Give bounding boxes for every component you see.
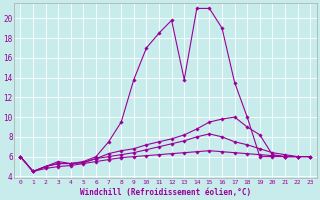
- X-axis label: Windchill (Refroidissement éolien,°C): Windchill (Refroidissement éolien,°C): [80, 188, 251, 197]
